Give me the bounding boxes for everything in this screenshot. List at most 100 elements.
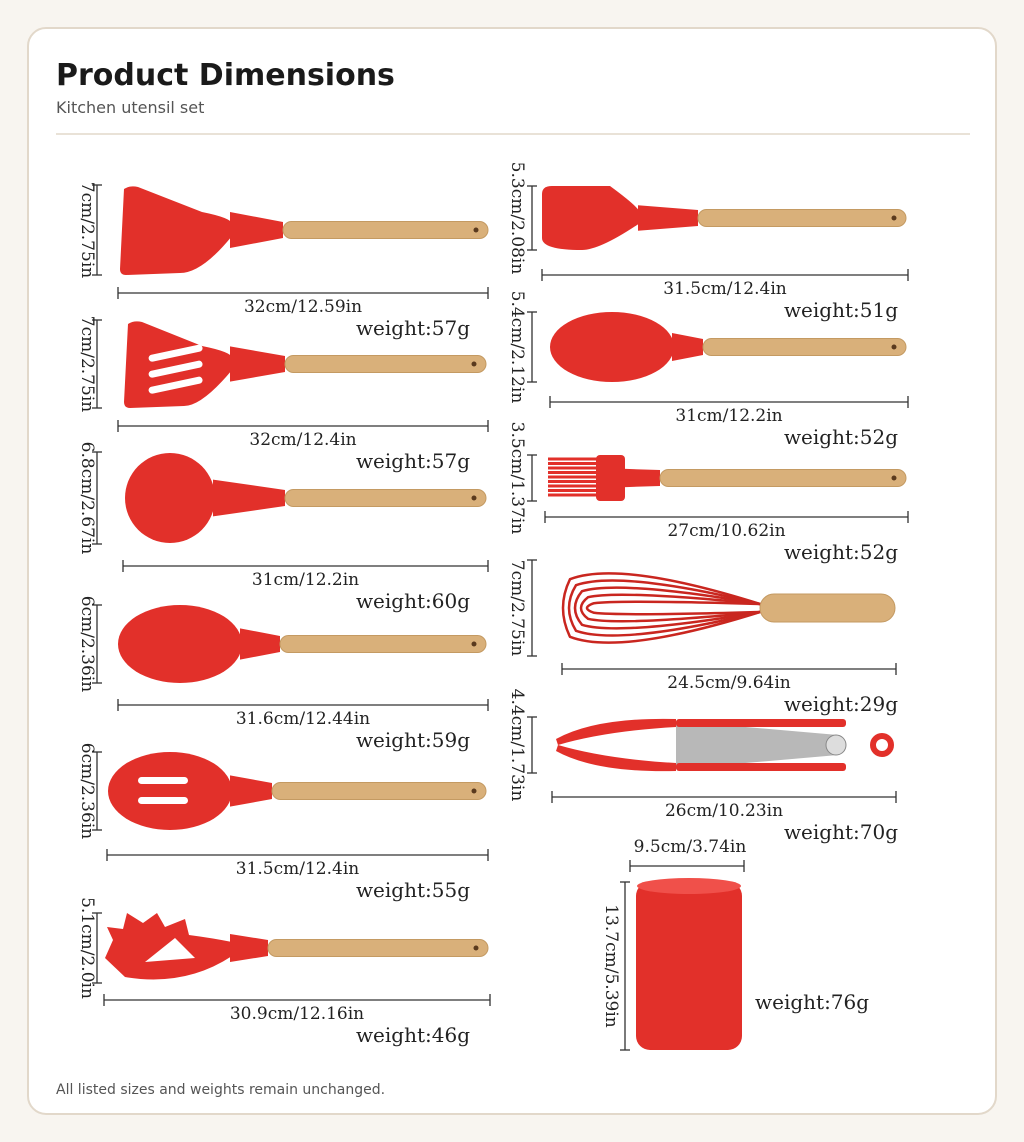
subtitle: Kitchen utensil set xyxy=(56,98,204,117)
hang-hole xyxy=(471,641,477,647)
length-label: 31.6cm/12.44in xyxy=(236,709,370,729)
height-label: 7cm/2.75in xyxy=(507,560,527,656)
neck xyxy=(230,346,285,382)
length-label: 31cm/12.2in xyxy=(252,570,359,590)
weight-label: weight:57g xyxy=(356,449,470,473)
utensil-head xyxy=(124,321,232,408)
utensil-head xyxy=(108,752,232,830)
height-label: 5.4cm/2.12in xyxy=(507,291,527,404)
wire xyxy=(561,572,761,644)
footer: All listed sizes and weights remain unch… xyxy=(56,1082,385,1098)
utensil-head xyxy=(120,186,232,275)
handle xyxy=(271,782,487,800)
slot xyxy=(148,360,203,378)
weight-label: weight:60g xyxy=(356,589,470,613)
weight-label: weight:51g xyxy=(784,298,898,322)
handle xyxy=(759,593,896,623)
arm xyxy=(556,718,676,745)
length-label: 27cm/10.62in xyxy=(667,521,785,541)
hinge xyxy=(825,734,847,756)
handle xyxy=(279,635,487,653)
slot xyxy=(148,344,203,362)
handle xyxy=(284,489,487,507)
height-label: 7cm/2.75in xyxy=(77,182,97,278)
hang-hole xyxy=(891,215,897,221)
height-label: 5.1cm/2.0in xyxy=(77,897,97,999)
wire xyxy=(579,593,761,623)
height-label: 6cm/2.36in xyxy=(77,743,97,839)
slot xyxy=(138,797,188,804)
utensil-head xyxy=(561,572,761,644)
neck xyxy=(638,205,698,231)
height-label: 5.3cm/2.08in xyxy=(507,162,527,275)
slot xyxy=(148,376,203,394)
length-label: 31.5cm/12.4in xyxy=(236,859,360,879)
neck xyxy=(623,468,660,488)
utensil-head xyxy=(556,718,894,772)
length-label: 32cm/12.4in xyxy=(249,430,356,450)
length-label: 24.5cm/9.64in xyxy=(667,673,791,693)
height-label: 6.8cm/2.67in xyxy=(77,442,97,555)
weight-label: weight:70g xyxy=(784,820,898,844)
hang-hole xyxy=(891,475,897,481)
card xyxy=(27,27,997,1115)
height-label: 4.4cm/1.73in xyxy=(507,689,527,802)
ferrule xyxy=(596,455,625,501)
weight-label: weight:29g xyxy=(784,692,898,716)
handle xyxy=(267,939,489,957)
length-label: 30.9cm/12.16in xyxy=(230,1004,364,1024)
head xyxy=(118,605,242,683)
length-label: 26cm/10.23in xyxy=(665,801,783,821)
neck xyxy=(213,479,285,517)
holder-height-label: 13.7cm/5.39in xyxy=(601,904,621,1028)
head xyxy=(550,312,674,382)
head xyxy=(542,186,640,250)
weight-label: weight:52g xyxy=(784,425,898,449)
height-label: 7cm/2.75in xyxy=(77,316,97,412)
wire xyxy=(573,586,761,630)
neck xyxy=(230,934,268,962)
weight-label: weight:55g xyxy=(356,878,470,902)
handle xyxy=(697,209,907,227)
utensil-head xyxy=(542,186,640,250)
holder-width-label: 9.5cm/3.74in xyxy=(634,837,747,857)
head xyxy=(124,321,232,408)
length-label: 31.5cm/12.4in xyxy=(663,279,787,299)
slot xyxy=(145,938,195,962)
slot xyxy=(138,777,188,784)
hang-hole xyxy=(471,361,477,367)
handle xyxy=(284,355,487,373)
title: Product Dimensions xyxy=(56,58,395,93)
holder-weight-label: weight:76g xyxy=(755,990,869,1014)
holder-rim xyxy=(637,878,741,894)
wire xyxy=(585,600,761,616)
hang-hole xyxy=(473,945,479,951)
utensil-head xyxy=(105,913,232,980)
utensil-head xyxy=(550,312,674,382)
arm xyxy=(676,763,846,771)
head xyxy=(120,186,232,275)
neck xyxy=(230,212,283,248)
hang-hole xyxy=(471,788,477,794)
weight-label: weight:57g xyxy=(356,316,470,340)
handle xyxy=(702,338,907,356)
hang-hole xyxy=(471,495,477,501)
weight-label: weight:46g xyxy=(356,1023,470,1047)
handle xyxy=(659,469,907,487)
length-label: 31cm/12.2in xyxy=(675,406,782,426)
arm xyxy=(556,745,676,772)
holder xyxy=(636,882,742,1050)
ring xyxy=(870,733,894,757)
neck xyxy=(240,628,280,660)
height-label: 3.5cm/1.37in xyxy=(507,422,527,535)
handle xyxy=(282,221,489,239)
wire xyxy=(567,579,761,637)
head xyxy=(125,453,215,543)
arm xyxy=(676,719,846,727)
height-label: 6cm/2.36in xyxy=(77,596,97,692)
utensil-head xyxy=(548,455,625,501)
weight-label: weight:59g xyxy=(356,728,470,752)
weight-label: weight:52g xyxy=(784,540,898,564)
neck xyxy=(672,333,703,361)
